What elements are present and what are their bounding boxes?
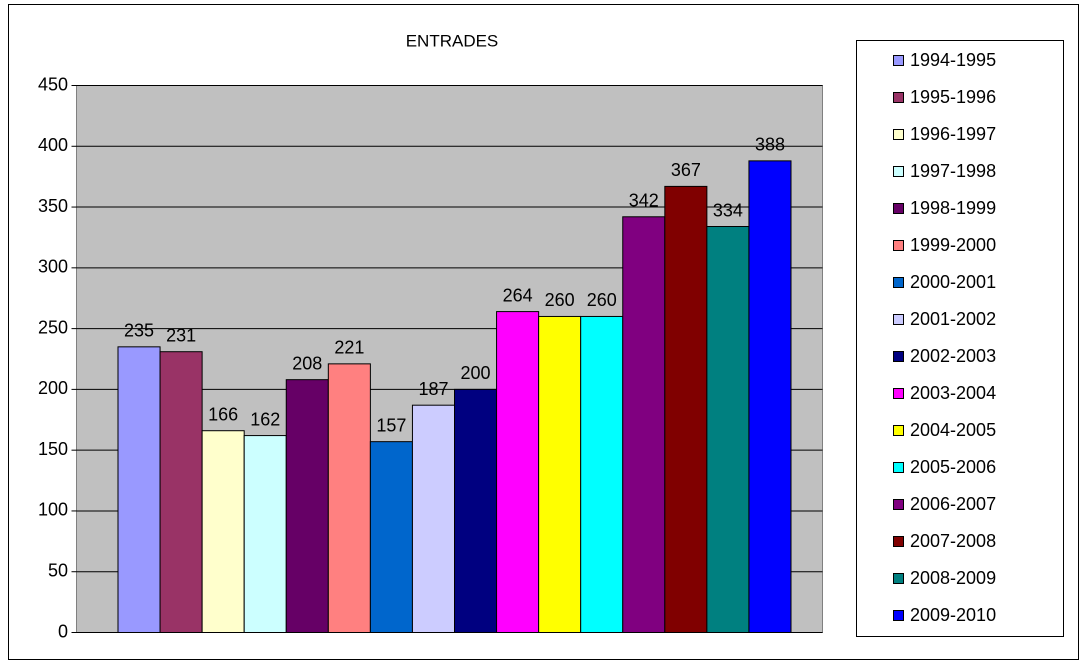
legend-swatch [893,240,904,251]
legend-swatch [893,499,904,510]
data-label: 187 [418,379,448,399]
legend-label: 1996-1997 [910,124,996,144]
bar [201,430,245,633]
legend-swatch [893,573,904,584]
y-tick-label: 450 [38,74,68,94]
legend-swatch [893,388,904,399]
legend-swatch [893,55,904,66]
data-label: 157 [376,415,406,435]
legend-swatch [893,610,904,621]
legend-swatch [893,277,904,288]
bar [411,404,455,633]
y-tick-label: 350 [38,196,68,216]
legend-label: 1995-1996 [910,87,996,107]
legend-swatch [893,536,904,547]
bar [664,185,708,633]
data-label: 260 [545,290,575,310]
legend-label: 1998-1999 [910,198,996,218]
data-label: 342 [629,191,659,211]
data-label: 260 [587,290,617,310]
y-tick-label: 50 [48,560,68,580]
y-tick-label: 150 [38,439,68,459]
bar [159,351,203,633]
bar [243,435,287,633]
legend-label: 1997-1998 [910,161,996,181]
legend-label: 2003-2004 [910,383,996,403]
legend-label: 2000-2001 [910,272,996,292]
data-label: 221 [334,338,364,358]
y-tick-label: 300 [38,257,68,277]
bar [117,346,161,633]
chart-title: ENTRADES [406,31,499,50]
bar [454,388,498,633]
legend-swatch [893,425,904,436]
y-tick-label: 0 [58,621,68,641]
legend-label: 2002-2003 [910,346,996,366]
legend-swatch [893,314,904,325]
bar [748,160,792,633]
data-label: 162 [250,409,280,429]
legend [856,40,1064,637]
legend-label: 2001-2002 [910,309,996,329]
data-label: 264 [503,285,533,305]
bar [285,379,329,634]
y-tick-label: 400 [38,135,68,155]
legend-swatch [893,92,904,103]
bar [496,311,540,633]
data-label: 334 [713,200,743,220]
legend-label: 2008-2009 [910,568,996,588]
data-label: 235 [124,321,154,341]
bar [706,226,750,633]
data-label: 231 [166,325,196,345]
bar [622,216,666,633]
y-tick-label: 250 [38,317,68,337]
bar [369,441,413,633]
legend-label: 1999-2000 [910,235,996,255]
legend-label: 2009-2010 [910,605,996,625]
legend-label: 2004-2005 [910,420,996,440]
legend-label: 2005-2006 [910,457,996,477]
legend-label: 2007-2008 [910,531,996,551]
legend-swatch [893,351,904,362]
data-label: 388 [755,135,785,155]
legend-swatch [893,166,904,177]
legend-swatch [893,129,904,140]
data-label: 166 [208,404,238,424]
legend-swatch [893,462,904,473]
bar [327,363,371,633]
legend-label: 1994-1995 [910,50,996,70]
legend-label: 2006-2007 [910,494,996,514]
bar [538,315,582,633]
bar [580,315,624,633]
data-label: 200 [461,363,491,383]
legend-swatch [893,203,904,214]
y-tick-label: 100 [38,500,68,520]
data-label: 367 [671,160,701,180]
y-tick-label: 200 [38,378,68,398]
data-label: 208 [292,353,322,373]
